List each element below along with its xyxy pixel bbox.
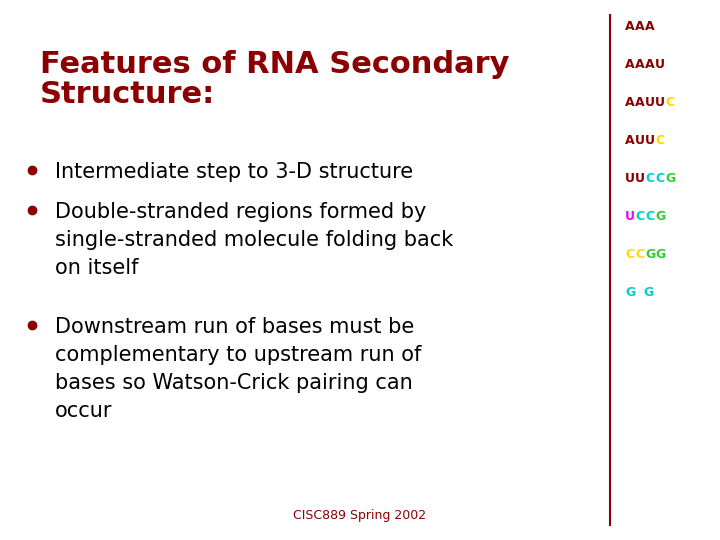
Text: A: A <box>625 58 634 71</box>
Text: C: C <box>635 248 644 261</box>
Text: G: G <box>655 248 665 261</box>
Text: U: U <box>635 134 645 147</box>
Text: Features of RNA Secondary: Features of RNA Secondary <box>40 50 510 79</box>
Text: A: A <box>625 20 634 33</box>
Text: A: A <box>635 96 644 109</box>
Text: A: A <box>625 134 634 147</box>
Text: Structure:: Structure: <box>40 80 215 109</box>
Text: G: G <box>655 210 665 223</box>
Text: A: A <box>645 20 654 33</box>
Text: A: A <box>645 58 654 71</box>
Text: Double-stranded regions formed by
single-stranded molecule folding back
on itsel: Double-stranded regions formed by single… <box>55 202 454 278</box>
Text: U: U <box>625 210 635 223</box>
Text: U: U <box>655 96 665 109</box>
Text: U: U <box>645 96 655 109</box>
Text: G: G <box>625 286 635 299</box>
Text: Downstream run of bases must be
complementary to upstream run of
bases so Watson: Downstream run of bases must be compleme… <box>55 317 421 421</box>
Text: C: C <box>635 210 644 223</box>
Text: G: G <box>643 286 653 299</box>
Text: A: A <box>635 58 644 71</box>
Text: C: C <box>625 248 634 261</box>
Text: A: A <box>635 20 644 33</box>
Text: U: U <box>645 134 655 147</box>
Text: C: C <box>655 134 664 147</box>
Text: C: C <box>665 96 674 109</box>
Text: G: G <box>665 172 675 185</box>
Text: Intermediate step to 3-D structure: Intermediate step to 3-D structure <box>55 162 413 182</box>
Text: G: G <box>645 248 655 261</box>
Text: C: C <box>645 172 654 185</box>
Text: A: A <box>625 96 634 109</box>
Text: C: C <box>655 172 664 185</box>
Text: U: U <box>625 172 635 185</box>
Text: U: U <box>655 58 665 71</box>
Text: CISC889 Spring 2002: CISC889 Spring 2002 <box>294 509 426 522</box>
Text: U: U <box>635 172 645 185</box>
Text: C: C <box>645 210 654 223</box>
